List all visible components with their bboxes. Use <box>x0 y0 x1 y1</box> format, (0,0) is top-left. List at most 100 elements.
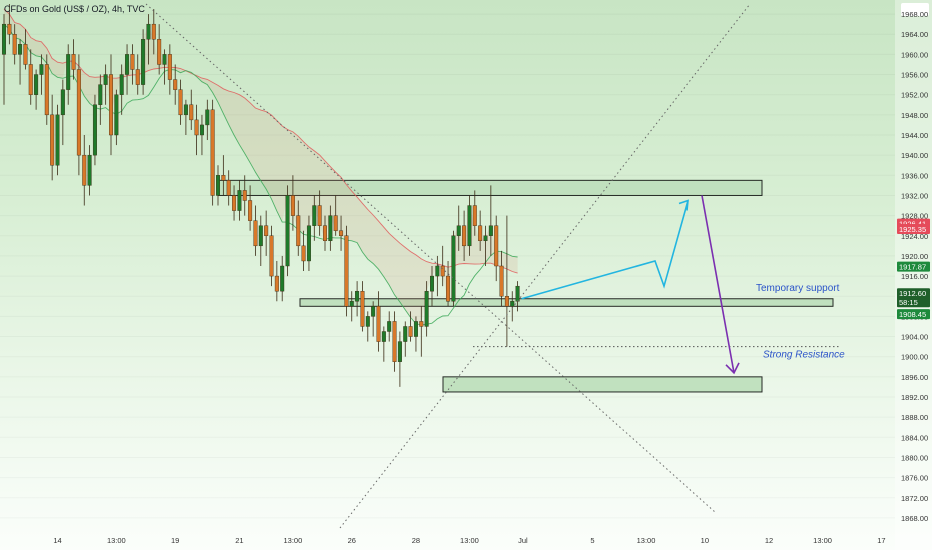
candle-body <box>381 331 386 342</box>
red-ma-line <box>3 8 518 274</box>
candle-body <box>194 119 199 136</box>
candle-body <box>472 205 477 226</box>
y-tick-label: 1888.00 <box>901 413 928 422</box>
y-tick-label: 1900.00 <box>901 353 928 362</box>
candle-body <box>248 200 253 221</box>
axis-top-box <box>901 3 929 16</box>
strong-resistance-label: Strong Resistance <box>763 350 845 361</box>
badge-current-price: 1912.60 <box>899 289 926 298</box>
candle-body <box>440 265 445 277</box>
candle-body <box>360 290 365 327</box>
candle-body <box>515 285 520 302</box>
green-ma-line <box>3 23 518 326</box>
candle-body <box>66 54 71 90</box>
candle-body <box>451 235 456 302</box>
candle-body <box>44 64 49 116</box>
zones-layer <box>217 179 834 393</box>
candle-body <box>178 89 183 116</box>
candle-body <box>130 54 135 70</box>
cloud-band <box>4 9 518 325</box>
candle-body <box>317 205 322 226</box>
candle-body <box>424 290 429 327</box>
candle-body <box>189 104 194 121</box>
candle-body <box>12 34 17 55</box>
candle-body <box>258 225 263 247</box>
candle-body <box>50 114 55 166</box>
candle-body <box>39 64 44 75</box>
badge-1917-rect <box>897 261 930 272</box>
candle-body <box>403 326 408 342</box>
candle-body <box>510 301 515 307</box>
candle-body <box>446 275 451 302</box>
candle-body <box>478 225 483 242</box>
x-tick-label: 17 <box>877 536 885 545</box>
candle-body <box>253 220 258 247</box>
x-tick-label: 13:00 <box>637 536 656 545</box>
candle-body <box>162 54 167 65</box>
candle-body <box>151 23 156 40</box>
y-tick-label: 1952.00 <box>901 91 928 100</box>
blue-arrowhead <box>678 199 689 211</box>
badge-countdown: 58:15 <box>899 298 918 307</box>
chart-title: CFDs on Gold (US$ / OZ), 4h, TVC <box>4 4 145 14</box>
candle-body <box>467 205 472 247</box>
candle-body <box>167 54 172 80</box>
descending-trendline <box>145 3 717 514</box>
candle-body <box>242 190 247 201</box>
candle-body <box>504 296 509 307</box>
candle-body <box>232 195 237 211</box>
x-tick-label: 10 <box>701 536 709 545</box>
x-tick-label: 21 <box>235 536 243 545</box>
y-tick-label: 1964.00 <box>901 30 928 39</box>
candle-body <box>392 321 397 362</box>
y-tick-label: 1940.00 <box>901 151 928 160</box>
candle-body <box>173 79 178 90</box>
candle-body <box>108 74 113 136</box>
candle-body <box>205 109 210 126</box>
y-tick-label: 1944.00 <box>901 131 928 140</box>
x-tick-label: 13:00 <box>460 536 479 545</box>
y-tick-label: 1880.00 <box>901 453 928 462</box>
candle-body <box>349 301 354 307</box>
candle-body <box>55 114 60 166</box>
candle-body <box>264 225 269 236</box>
y-tick-label: 1948.00 <box>901 111 928 120</box>
x-tick-label: 13:00 <box>284 536 303 545</box>
candle-body <box>28 64 33 95</box>
candle-body <box>430 275 435 292</box>
candle-body <box>76 69 81 156</box>
candles-layer[interactable] <box>2 4 520 387</box>
candle-body <box>296 215 301 247</box>
badge-1925-rect <box>897 223 930 234</box>
y-tick-label: 1876.00 <box>901 474 928 483</box>
y-tick-label: 1936.00 <box>901 171 928 180</box>
candle-body <box>210 109 215 196</box>
chart-grid <box>0 14 895 518</box>
candle-body <box>146 23 151 40</box>
candle-body <box>119 74 124 95</box>
candle-body <box>365 316 370 327</box>
candle-body <box>462 225 467 247</box>
candle-body <box>280 265 285 292</box>
candle-body <box>98 84 103 105</box>
x-tick-label: 5 <box>590 536 594 545</box>
candle-body <box>135 69 140 85</box>
badge-1908: 1908.45 <box>899 310 926 319</box>
candle-body <box>92 104 97 156</box>
candle-body <box>483 235 488 242</box>
x-tick-label: 28 <box>412 536 420 545</box>
candle-body <box>60 89 65 116</box>
candle-body <box>71 54 76 70</box>
y-tick-label: 1884.00 <box>901 433 928 442</box>
candle-body <box>7 23 12 35</box>
candle-body <box>237 190 242 211</box>
candle-body <box>141 39 146 85</box>
y-tick-label: 1892.00 <box>901 393 928 402</box>
candle-body <box>215 175 220 196</box>
candle-body <box>494 225 499 267</box>
candle-body <box>290 195 295 216</box>
candle-body <box>226 180 231 196</box>
x-tick-label: 14 <box>53 536 61 545</box>
